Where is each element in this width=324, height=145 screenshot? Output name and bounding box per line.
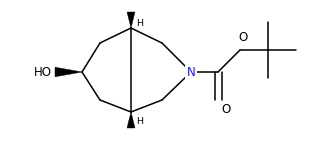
Text: O: O: [238, 31, 248, 44]
Text: HO: HO: [34, 66, 52, 78]
Text: O: O: [221, 103, 231, 116]
Text: N: N: [187, 66, 195, 78]
Text: H: H: [136, 19, 143, 28]
Polygon shape: [127, 112, 135, 128]
Text: H: H: [136, 117, 143, 126]
Polygon shape: [127, 12, 135, 28]
Polygon shape: [55, 67, 82, 77]
